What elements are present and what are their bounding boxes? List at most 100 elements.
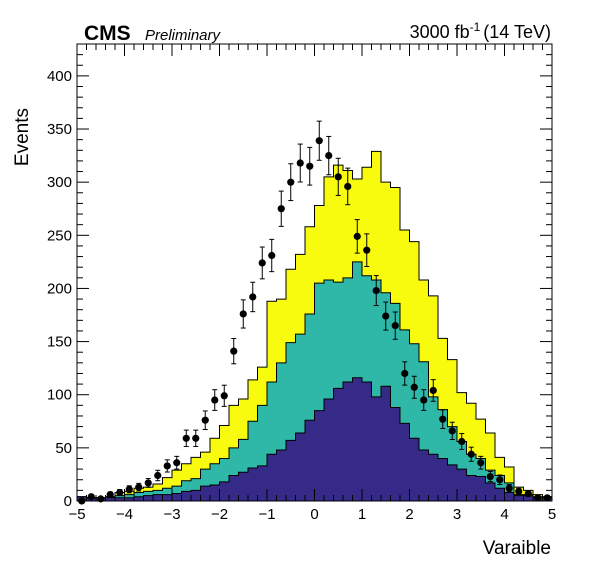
data-point <box>154 471 162 480</box>
stack-bottom-bar <box>314 410 325 501</box>
data-point <box>439 415 447 423</box>
x-tick-label: −3 <box>163 506 180 523</box>
stack-bottom-bar <box>191 490 201 501</box>
stack-bottom-bar <box>210 485 220 501</box>
stack-middle-bar <box>400 329 410 501</box>
data-point <box>192 434 200 442</box>
data-point <box>524 489 532 498</box>
data-point <box>287 178 295 186</box>
experiment-label: CMS <box>84 22 131 45</box>
data-point <box>173 459 181 467</box>
x-tick-label: −5 <box>68 506 85 523</box>
stack-bottom-bar <box>248 468 258 501</box>
stack-middle-bar <box>447 426 458 501</box>
data-point <box>420 396 428 404</box>
stack-bottom-bar <box>428 454 439 501</box>
x-tick-label: −2 <box>211 506 228 523</box>
stack-middle-bar <box>267 381 277 501</box>
stack-bottom-bar <box>134 496 144 501</box>
stack-bottom-bar <box>409 438 420 501</box>
data-point <box>353 232 361 240</box>
stacked-histogram <box>76 150 553 502</box>
stack-bottom-bar <box>257 465 268 501</box>
stack-bottom-bar <box>390 407 401 501</box>
y-tick-label: 150 <box>47 334 72 351</box>
status-label: Preliminary <box>145 27 222 44</box>
x-tick-label: 0 <box>310 506 318 523</box>
stack-bottom-bar <box>419 449 429 501</box>
stack-bottom-bar <box>371 396 382 501</box>
stack-bottom-bar <box>352 377 363 501</box>
stack-top-bar <box>485 432 496 501</box>
stack-bottom-bar <box>324 398 334 501</box>
data-point <box>211 396 219 404</box>
lumi-value: 3000 fb <box>410 22 470 42</box>
y-tick-label: 200 <box>47 280 72 297</box>
stack-bottom-bar <box>238 472 249 501</box>
data-point <box>125 485 133 493</box>
data-point <box>391 322 399 330</box>
stack-bottom-bar <box>466 475 477 501</box>
stack-bottom-bar <box>143 495 154 501</box>
data-point <box>334 173 342 181</box>
stack-top-outline <box>76 150 553 501</box>
stack-middle-bar <box>438 409 448 501</box>
data-point <box>505 484 513 492</box>
stack-bottom-bar <box>381 386 391 501</box>
data-point <box>515 487 523 496</box>
stack-top-bar <box>172 470 182 501</box>
stack-bottom-bar <box>343 381 353 501</box>
data-point <box>182 434 190 442</box>
y-tick-label: 250 <box>47 227 72 244</box>
x-tick-label: 5 <box>548 506 556 523</box>
data-point <box>87 493 95 501</box>
stack-middle-bar <box>305 313 315 501</box>
y-tick-label: 0 <box>64 493 72 510</box>
data-point <box>163 462 171 470</box>
stack-middle-outline <box>76 261 553 501</box>
data-point <box>477 459 485 467</box>
stack-middle-bar <box>428 396 439 501</box>
stack-middle-bar <box>219 458 230 501</box>
stack-middle-bar <box>191 478 201 501</box>
stack-bottom-bar <box>172 493 182 501</box>
stack-middle-bar <box>409 343 420 501</box>
stack-middle-bar <box>238 439 249 501</box>
stack-bottom-bar <box>504 492 515 501</box>
data-point <box>201 416 209 424</box>
stack-bottom-bar <box>286 440 296 501</box>
x-tick-label: −1 <box>258 506 275 523</box>
stack-bottom-bar <box>438 458 448 501</box>
data-point <box>144 479 152 487</box>
data-point <box>296 159 304 167</box>
stack-middle-bar <box>229 447 239 501</box>
stack-middle-bar <box>257 405 268 501</box>
stack-middle-bar <box>295 334 306 501</box>
stack-bottom-bar <box>495 488 505 501</box>
data-point <box>410 383 418 391</box>
data-point <box>344 182 352 191</box>
y-tick-label: 300 <box>47 174 72 191</box>
stack-middle-bar <box>419 361 429 501</box>
y-tick-label: 100 <box>47 387 72 404</box>
stack-middle-bar <box>210 463 220 501</box>
stack-bottom-bar <box>485 482 496 501</box>
data-point <box>543 494 551 502</box>
stack-bottom-series <box>76 377 553 501</box>
stack-bottom-bar <box>457 469 467 501</box>
data-point <box>258 259 266 267</box>
stack-bottom-bar <box>400 423 410 501</box>
data-point <box>277 205 285 213</box>
data-point <box>135 483 143 491</box>
data-point <box>325 151 333 160</box>
x-tick-label: 4 <box>500 506 508 523</box>
energy-label: (14 TeV) <box>483 22 551 42</box>
data-point <box>268 251 276 260</box>
data-point <box>467 450 475 458</box>
stack-bottom-bar <box>181 491 192 501</box>
stack-bottom-bar <box>124 497 135 501</box>
stack-bottom-bar <box>333 388 344 501</box>
luminosity-label: 3000 fb-1 (14 TeV) <box>410 20 551 42</box>
